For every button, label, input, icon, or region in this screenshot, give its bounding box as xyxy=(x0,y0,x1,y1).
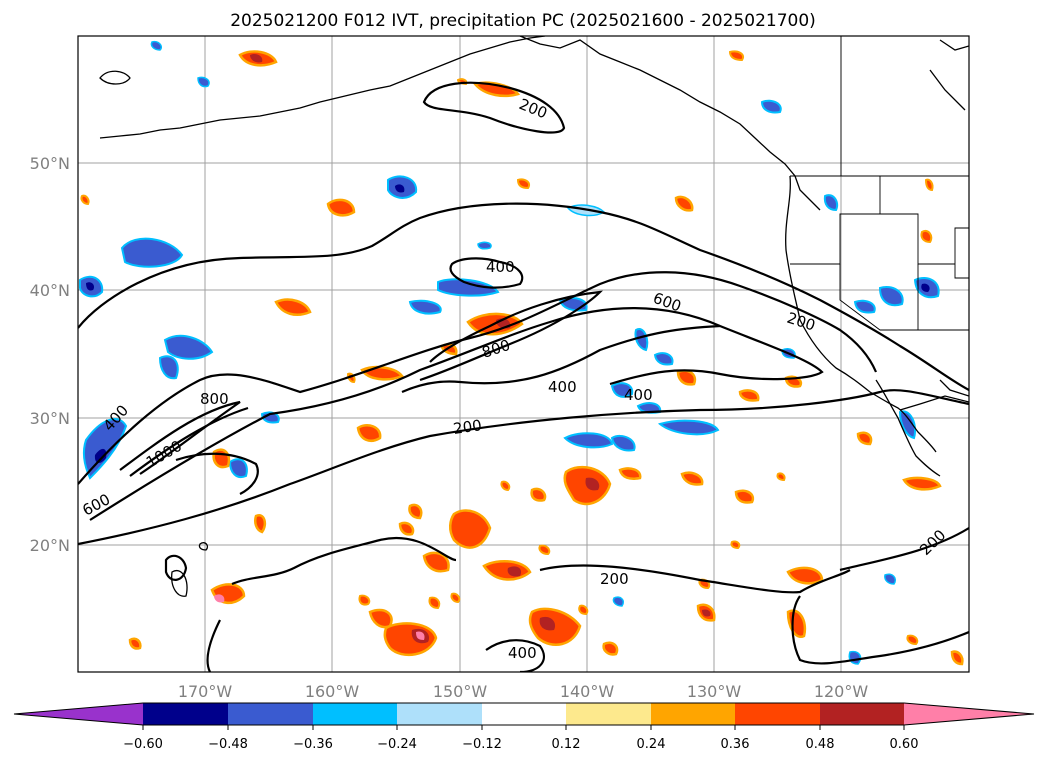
lat-label-20n: 20°N xyxy=(30,536,70,555)
colorbar-tick: 0.48 xyxy=(806,737,835,752)
lon-label-170w: 170°W xyxy=(178,682,233,701)
contour-label: 800 xyxy=(200,390,229,408)
contour-label: 200 xyxy=(452,416,483,438)
colorbar-bin xyxy=(397,703,482,725)
positive-precip-patches xyxy=(80,50,964,666)
contour-label: 200 xyxy=(517,95,550,122)
contour-label: 400 xyxy=(508,644,537,662)
lon-label-150w: 150°W xyxy=(433,682,488,701)
colorbar-tick: 0.24 xyxy=(637,737,666,752)
map-panel: 200 400 600 200 400 800 400 200 800 1000… xyxy=(78,36,969,672)
colorbar-bin xyxy=(143,703,228,725)
colorbar-bin xyxy=(482,703,566,725)
map-title: 2025021200 F012 IVT, precipitation PC (2… xyxy=(230,11,816,31)
contour-label: 800 xyxy=(480,336,513,362)
contour-label: 400 xyxy=(548,378,577,396)
contour-label: 200 xyxy=(785,309,818,335)
ivt-contours xyxy=(78,81,969,672)
lon-label-120w: 120°W xyxy=(814,682,869,701)
colorbar-extend-high xyxy=(904,703,1034,725)
colorbar-tick: −0.48 xyxy=(208,737,248,752)
colorbar-tick: 0.12 xyxy=(552,737,581,752)
lat-label-30n: 30°N xyxy=(30,409,70,428)
contour-label: 200 xyxy=(600,570,629,588)
colorbar-tick: 0.36 xyxy=(721,737,750,752)
contour-label: 400 xyxy=(624,386,653,404)
colorbar-bin xyxy=(735,703,820,725)
negative-precip-patches xyxy=(79,40,940,665)
contour-label: 200 xyxy=(916,526,949,559)
lat-label-50n: 50°N xyxy=(30,154,70,173)
colorbar-tick: −0.36 xyxy=(293,737,333,752)
colorbar-bin xyxy=(228,703,313,725)
colorbar-tick: 0.60 xyxy=(890,737,919,752)
map-frame xyxy=(77,35,970,673)
colorbar-bin xyxy=(820,703,904,725)
lon-label-130w: 130°W xyxy=(687,682,742,701)
colorbar-tick: −0.12 xyxy=(462,737,502,752)
lat-label-40n: 40°N xyxy=(30,281,70,300)
colorbar-bin xyxy=(566,703,651,725)
lon-label-160w: 160°W xyxy=(305,682,360,701)
contour-label: 600 xyxy=(651,289,684,316)
contour-label: 400 xyxy=(486,258,515,276)
colorbar-tick: −0.24 xyxy=(377,737,417,752)
lon-label-140w: 140°W xyxy=(560,682,615,701)
colorbar-bin xyxy=(313,703,397,725)
state-borders xyxy=(790,36,969,331)
longitude-labels: 170°W 160°W 150°W 140°W 130°W 120°W xyxy=(178,682,869,701)
colorbar-tick: −0.60 xyxy=(123,737,163,752)
colorbar-bin xyxy=(651,703,735,725)
latitude-labels: 50°N 40°N 30°N 20°N xyxy=(30,154,70,555)
colorbar-extend-low xyxy=(14,703,143,725)
contour-labels: 200 400 600 200 400 800 400 200 800 1000… xyxy=(79,95,949,662)
colorbar: −0.60 −0.48 −0.36 −0.24 −0.12 0.12 0.24 … xyxy=(13,702,1035,752)
